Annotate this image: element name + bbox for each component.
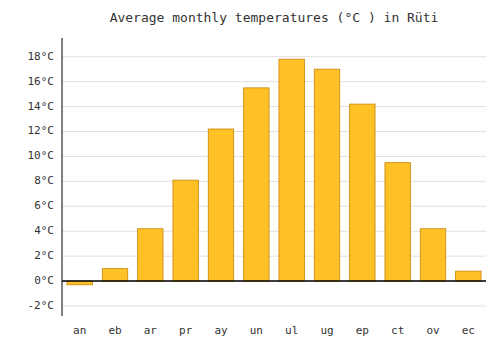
- grid-line: [62, 106, 486, 107]
- bar: [456, 271, 481, 281]
- x-tick-label: ar: [144, 324, 158, 337]
- x-tick-label: ec: [462, 324, 475, 337]
- y-tick-label: 0°C: [34, 274, 54, 287]
- bar: [385, 163, 410, 281]
- bar: [173, 180, 198, 281]
- bar: [208, 129, 233, 281]
- grid-line: [62, 131, 486, 132]
- grid: [62, 57, 486, 306]
- grid-line: [62, 281, 486, 282]
- y-tick-label: 14°C: [28, 100, 55, 113]
- bar: [350, 104, 375, 281]
- grid-line: [62, 156, 486, 157]
- y-tick-label: 12°C: [28, 124, 55, 137]
- bar: [138, 229, 163, 281]
- grid-line: [62, 81, 486, 82]
- x-tick-label: eb: [108, 324, 121, 337]
- bar: [244, 88, 269, 281]
- x-tick-label: ct: [391, 324, 404, 337]
- x-tick-label: pr: [179, 324, 193, 337]
- zero-line: [62, 280, 486, 282]
- y-tick-label: 10°C: [28, 149, 55, 162]
- grid-line: [62, 306, 486, 307]
- y-axis-line: [62, 38, 63, 316]
- bar: [102, 269, 127, 281]
- bars: [67, 59, 481, 285]
- y-tick-label: 4°C: [34, 224, 54, 237]
- y-axis-ticks: -2°C 0°C 2°C 4°C 6°C 8°C 10°C 12°C 14°C 16°C 18°C: [28, 50, 55, 312]
- y-tick-label: 18°C: [28, 50, 55, 63]
- x-tick-label: un: [250, 324, 263, 337]
- x-axis-ticks: an eb ar pr ay un ul ug ep ct ov ec: [73, 324, 475, 337]
- title: Average monthly temperatures (°C ) in Rü…: [110, 10, 439, 25]
- x-tick-label: ug: [320, 324, 333, 337]
- bar: [314, 69, 339, 281]
- x-tick-label: ov: [426, 324, 440, 337]
- x-tick-label: ay: [214, 324, 228, 337]
- y-tick-label: -2°C: [28, 299, 55, 312]
- grid-line: [62, 206, 486, 207]
- bar: [279, 59, 304, 281]
- y-tick-label: 8°C: [34, 174, 54, 187]
- y-tick-label: 6°C: [34, 199, 54, 212]
- y-tick-label: 2°C: [34, 249, 54, 262]
- x-tick-label: an: [73, 324, 86, 337]
- chart: -2°C 0°C 2°C 4°C 6°C 8°C 10°C 12°C 14°C 16°C 18°C a…: [0, 0, 500, 350]
- chart-root: -2°C 0°C 2°C 4°C 6°C 8°C 10°C 12°C 14°C 16°C 18°C a…: [0, 0, 500, 350]
- bar: [420, 229, 445, 281]
- x-tick-label: ul: [285, 324, 298, 337]
- y-tick-label: 16°C: [28, 75, 55, 88]
- x-tick-label: ep: [356, 324, 369, 337]
- grid-line: [62, 181, 486, 182]
- grid-line: [62, 56, 486, 57]
